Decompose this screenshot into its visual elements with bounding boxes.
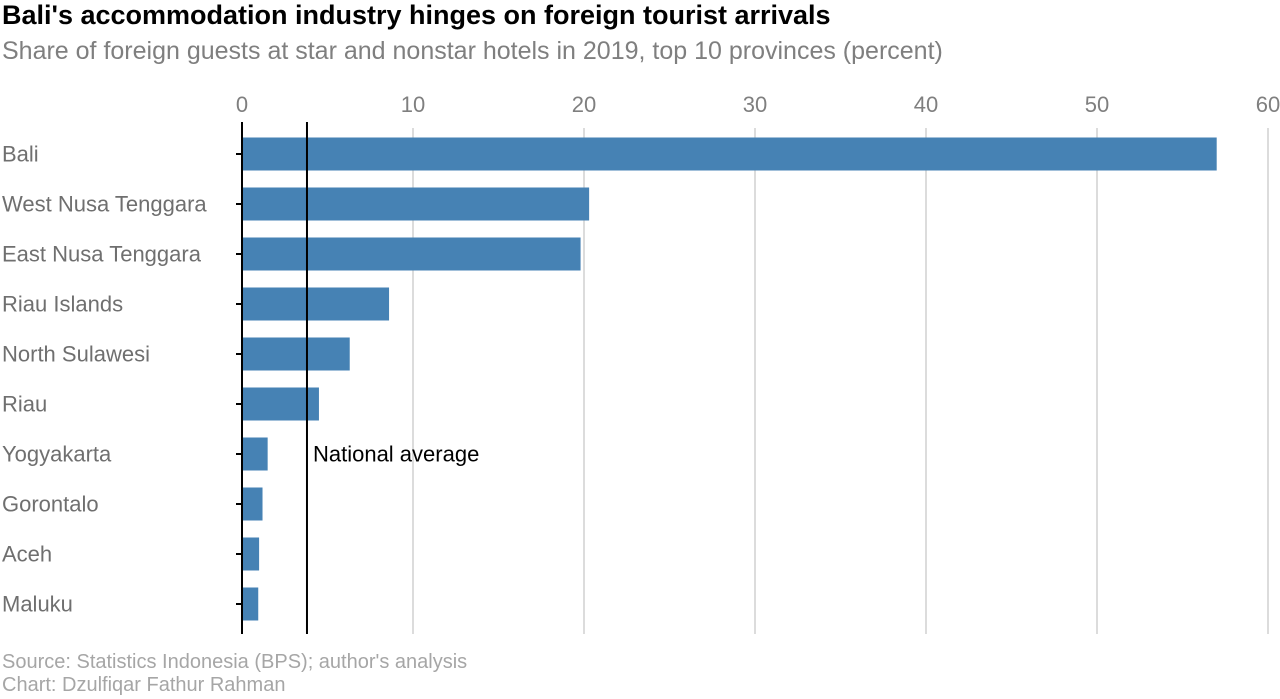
bar xyxy=(242,487,263,521)
category-label: Yogyakarta xyxy=(2,442,112,467)
source-note: Source: Statistics Indonesia (BPS); auth… xyxy=(2,651,468,673)
national-average-label: National average xyxy=(313,442,479,467)
x-tick-label: 10 xyxy=(401,92,425,117)
x-tick-label: 60 xyxy=(1256,92,1280,117)
category-label: Bali xyxy=(2,142,39,167)
category-label: Maluku xyxy=(2,592,73,617)
category-label: Riau xyxy=(2,392,47,417)
x-tick-label: 50 xyxy=(1085,92,1109,117)
bar xyxy=(242,437,268,471)
category-label: Aceh xyxy=(2,542,52,567)
bars xyxy=(242,137,1217,621)
chart-title: Bali's accommodation industry hinges on … xyxy=(2,0,831,30)
bar xyxy=(242,287,390,321)
bar xyxy=(242,587,259,621)
bar xyxy=(242,337,350,371)
x-tick-label: 20 xyxy=(572,92,596,117)
y-axis: Bali West Nusa Tenggara East Nusa Tenggara… xyxy=(2,122,243,634)
category-label: West Nusa Tenggara xyxy=(2,192,207,217)
x-tick-label: 30 xyxy=(743,92,767,117)
x-tick-label: 40 xyxy=(914,92,938,117)
category-label: Riau Islands xyxy=(2,292,123,317)
chart-credit: Chart: Dzulfiqar Fathur Rahman xyxy=(2,674,286,696)
category-label: East Nusa Tenggara xyxy=(2,242,202,267)
chart-subtitle: Share of foreign guests at star and nons… xyxy=(2,37,943,65)
category-label: Gorontalo xyxy=(2,492,99,517)
footer: Source: Statistics Indonesia (BPS); auth… xyxy=(2,651,467,697)
bar xyxy=(242,237,581,271)
x-axis-ticks: 0 10 20 30 40 50 60 xyxy=(236,92,1280,117)
category-label: North Sulawesi xyxy=(2,342,150,367)
bar xyxy=(242,537,260,571)
x-tick-label: 0 xyxy=(236,92,248,117)
bar xyxy=(242,137,1217,171)
bar xyxy=(242,187,590,221)
reference-line-group: National average xyxy=(305,122,479,634)
